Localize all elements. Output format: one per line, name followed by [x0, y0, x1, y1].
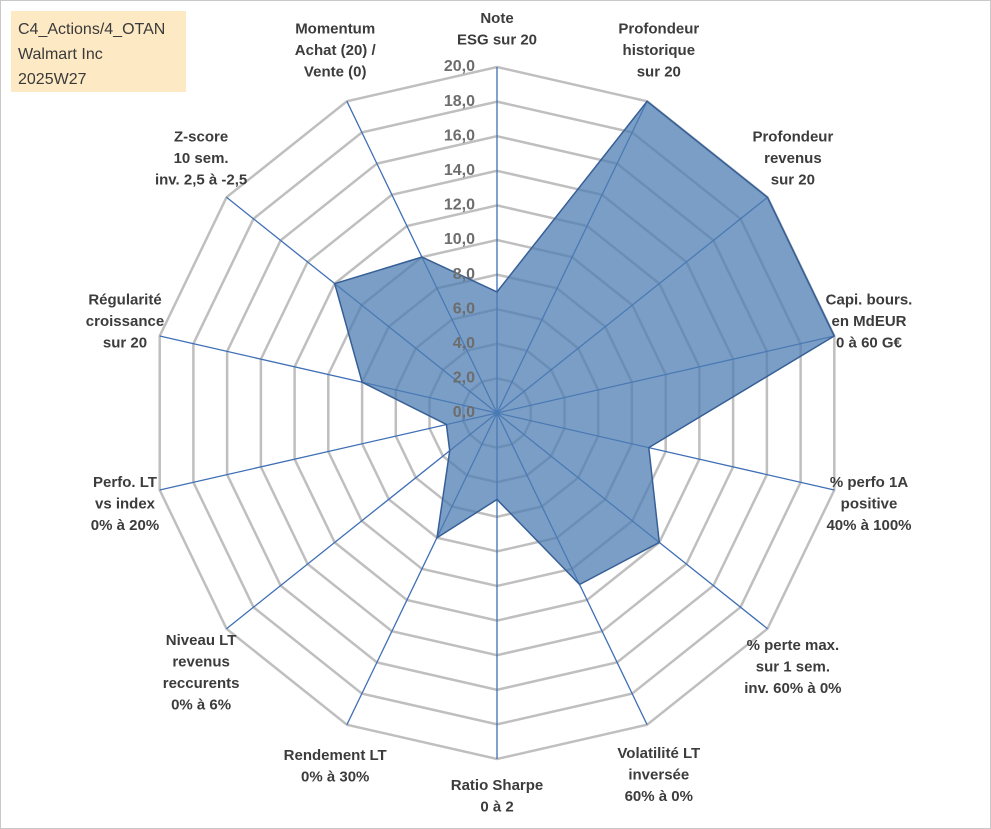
category-label: Ratio Sharpe 0 à 2: [451, 777, 544, 816]
tick-label: 8,0: [453, 266, 475, 283]
category-label: % perte max. sur 1 sem. inv. 60% à 0%: [744, 637, 841, 697]
category-label: Capi. bours. en MdEUR 0 à 60 G€: [826, 291, 913, 351]
info-box-line-2: Walmart Inc: [18, 46, 103, 63]
radar-tick-labels: 0,0 2,0 4,0 6,0 8,0 10,0 12,0 14,0 16,0 18,0 20,0: [444, 58, 475, 421]
info-box-line-1: C4_Actions/4_OTAN: [18, 21, 166, 38]
category-label: Perfo. LT vs index 0% à 20%: [91, 474, 159, 534]
info-box: C4_Actions/4_OTAN Walmart Inc 2025W27: [11, 11, 186, 92]
series-area: [333, 100, 836, 586]
category-label: Régularité croissance sur 20: [86, 291, 164, 351]
category-label: Note ESG sur 20: [457, 10, 537, 49]
category-label: Profondeur revenus sur 20: [752, 129, 833, 189]
tick-label: 20,0: [444, 58, 475, 75]
category-label: Niveau LT revenus reccurents 0% à 6%: [163, 632, 240, 714]
axis-spoke: [159, 412, 498, 491]
tick-label: 10,0: [444, 231, 475, 248]
category-label: Volatilité LT inversée 60% à 0%: [617, 745, 700, 805]
info-box-line-3: 2025W27: [18, 71, 87, 88]
radar-series: [333, 100, 836, 586]
tick-label: 14,0: [444, 162, 475, 179]
tick-label: 12,0: [444, 197, 475, 214]
category-label: Z-score 10 sem. inv. 2,5 à -2,5: [155, 129, 247, 189]
tick-label: 0,0: [453, 404, 475, 421]
tick-label: 16,0: [444, 127, 475, 144]
category-label: % perfo 1A positive 40% à 100%: [826, 474, 911, 534]
radar-category-labels: Note ESG sur 20 Profondeur historique sur 20…: [86, 10, 913, 816]
category-label: Momentum Achat (20) / Vente (0): [295, 21, 377, 81]
tick-label: 4,0: [453, 335, 475, 352]
tick-label: 18,0: [444, 93, 475, 110]
category-label: Profondeur historique sur 20: [618, 21, 699, 81]
tick-label: 2,0: [453, 370, 475, 387]
tick-label: 6,0: [453, 300, 475, 317]
category-label: Rendement LT 0% à 30%: [284, 747, 387, 786]
